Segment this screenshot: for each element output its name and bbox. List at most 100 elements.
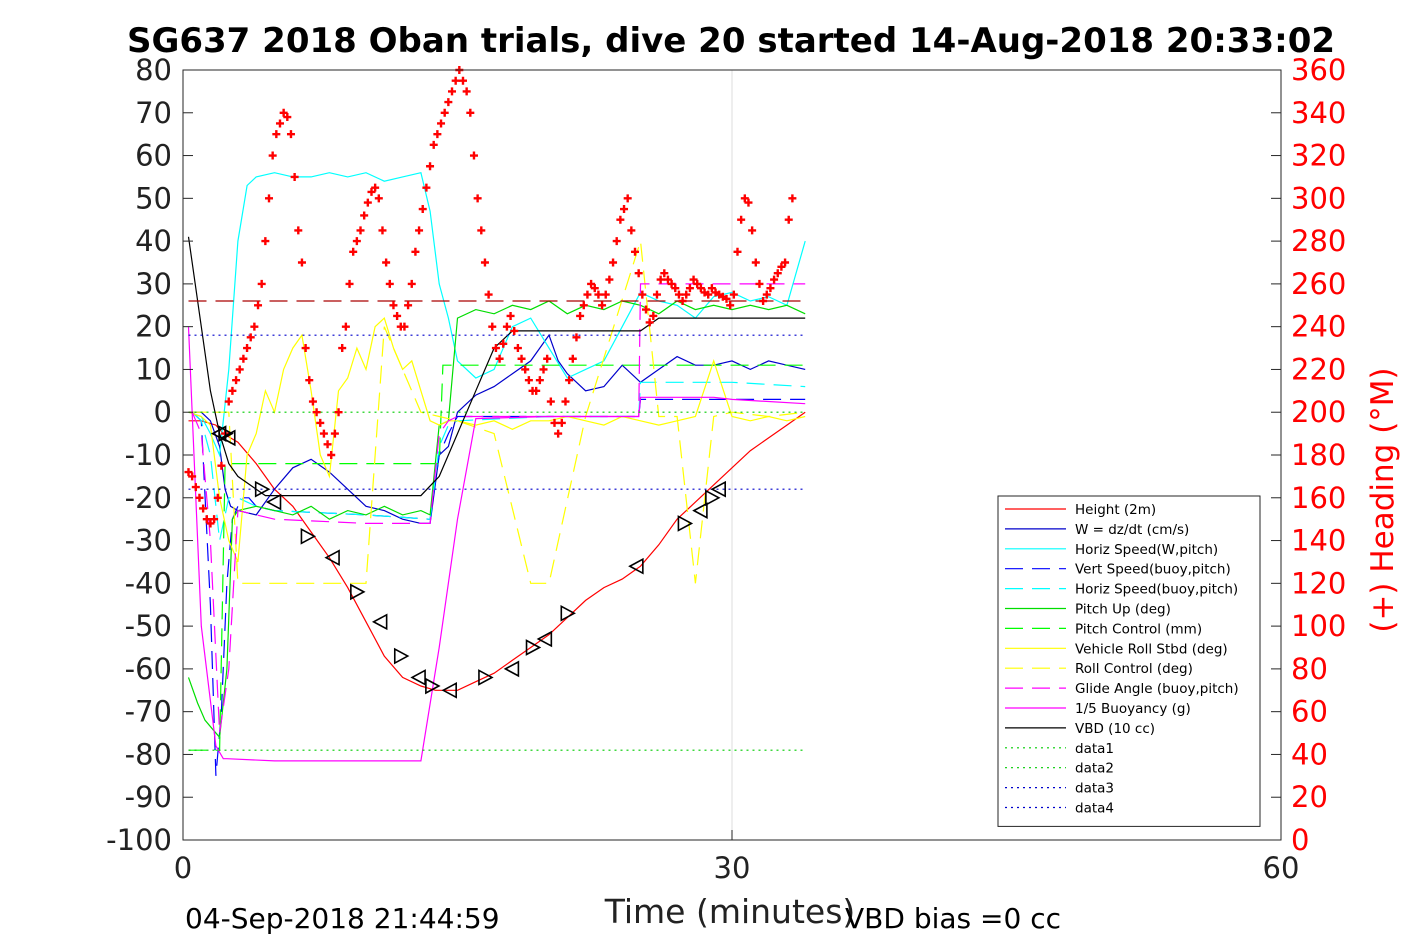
left-tick-label: 50 xyxy=(135,181,172,215)
left-tick-label: 10 xyxy=(135,352,172,386)
heading-point xyxy=(272,130,281,139)
heading-point xyxy=(506,311,515,320)
series-line xyxy=(188,364,806,751)
x-tick-label: 0 xyxy=(174,851,192,885)
heading-point xyxy=(239,354,248,363)
heading-point xyxy=(378,226,387,235)
heading-point xyxy=(502,322,511,331)
heading-point xyxy=(279,108,288,117)
heading-point xyxy=(781,258,790,267)
left-tick-label: -10 xyxy=(125,438,172,472)
heading-point xyxy=(312,408,321,417)
heading-point xyxy=(473,194,482,203)
left-tick-label: -100 xyxy=(106,823,172,857)
left-tick-label: -20 xyxy=(125,481,172,515)
left-tick-label: -70 xyxy=(125,695,172,729)
heading-point xyxy=(484,290,493,299)
heading-point xyxy=(374,194,383,203)
heading-point xyxy=(426,162,435,171)
left-tick-label: -60 xyxy=(125,652,172,686)
heading-point xyxy=(620,205,629,214)
heading-point xyxy=(407,279,416,288)
depth-marker xyxy=(410,669,426,686)
depth-marker xyxy=(425,677,441,695)
heading-point xyxy=(663,275,672,284)
heading-point xyxy=(634,269,643,278)
legend-label: Pitch Up (deg) xyxy=(1075,602,1171,618)
heading-point xyxy=(422,183,431,192)
heading-point xyxy=(283,113,292,122)
heading-point xyxy=(645,318,654,327)
heading-point xyxy=(228,386,237,395)
heading-point xyxy=(605,275,614,284)
heading-point xyxy=(671,284,680,293)
legend-label: Horiz Speed(W,pitch) xyxy=(1075,542,1218,558)
heading-point xyxy=(751,258,760,267)
heading-point xyxy=(411,247,420,256)
heading-point xyxy=(667,279,676,288)
right-axis-label: (+) Heading (°M) xyxy=(1365,367,1401,632)
heading-point xyxy=(199,504,208,513)
heading-point xyxy=(612,237,621,246)
depth-marker xyxy=(525,639,542,656)
heading-point xyxy=(565,376,574,385)
depth-marker xyxy=(503,660,520,678)
heading-point xyxy=(360,211,369,220)
heading-point xyxy=(517,354,526,363)
depth-marker xyxy=(300,527,317,545)
heading-point xyxy=(224,397,233,406)
heading-point xyxy=(316,418,325,427)
heading-point xyxy=(462,87,471,96)
heading-point xyxy=(437,119,446,128)
left-tick-label: 70 xyxy=(135,96,172,130)
heading-point xyxy=(572,333,581,342)
heading-point xyxy=(250,322,259,331)
footer-vbd-bias: VBD bias =0 cc xyxy=(845,902,1061,935)
heading-point xyxy=(784,215,793,224)
heading-point xyxy=(308,397,317,406)
heading-point xyxy=(418,205,427,214)
legend-label: data3 xyxy=(1075,781,1114,797)
heading-point xyxy=(330,429,339,438)
heading-point xyxy=(641,305,650,314)
heading-point xyxy=(707,284,716,293)
right-tick-label: 160 xyxy=(1291,481,1346,515)
heading-point xyxy=(210,515,219,524)
heading-point xyxy=(466,108,475,117)
heading-point xyxy=(510,326,519,335)
heading-point xyxy=(290,172,299,181)
right-tick-label: 60 xyxy=(1291,695,1328,729)
heading-point xyxy=(631,247,640,256)
left-tick-label: -80 xyxy=(125,737,172,771)
right-tick-label: 40 xyxy=(1291,737,1328,771)
heading-point xyxy=(733,247,742,256)
depth-marker xyxy=(692,502,708,519)
heading-point xyxy=(579,301,588,310)
heading-point xyxy=(513,344,522,353)
heading-point xyxy=(737,215,746,224)
right-tick-labels: 3603403203002802602402202001801601401201… xyxy=(1291,53,1346,857)
footer-timestamp: 04-Sep-2018 21:44:59 xyxy=(185,902,500,935)
heading-point xyxy=(652,290,661,299)
right-tick-label: 140 xyxy=(1291,524,1346,558)
heading-point xyxy=(788,194,797,203)
heading-point xyxy=(191,483,200,492)
heading-point xyxy=(773,269,782,278)
heading-point xyxy=(217,461,226,470)
heading-point xyxy=(682,290,691,299)
right-tick-label: 20 xyxy=(1291,780,1328,814)
series-line xyxy=(188,333,806,525)
heading-point xyxy=(740,194,749,203)
heading-point xyxy=(268,151,277,160)
heading-point xyxy=(327,451,336,459)
heading-point xyxy=(323,440,332,449)
heading-point xyxy=(491,344,500,353)
heading-point xyxy=(696,284,705,293)
heading-point xyxy=(477,226,486,235)
depth-marker xyxy=(393,647,410,665)
right-tick-label: 0 xyxy=(1291,823,1309,857)
heading-point xyxy=(232,376,241,385)
series-line xyxy=(187,236,806,497)
depth-marker xyxy=(324,549,340,567)
